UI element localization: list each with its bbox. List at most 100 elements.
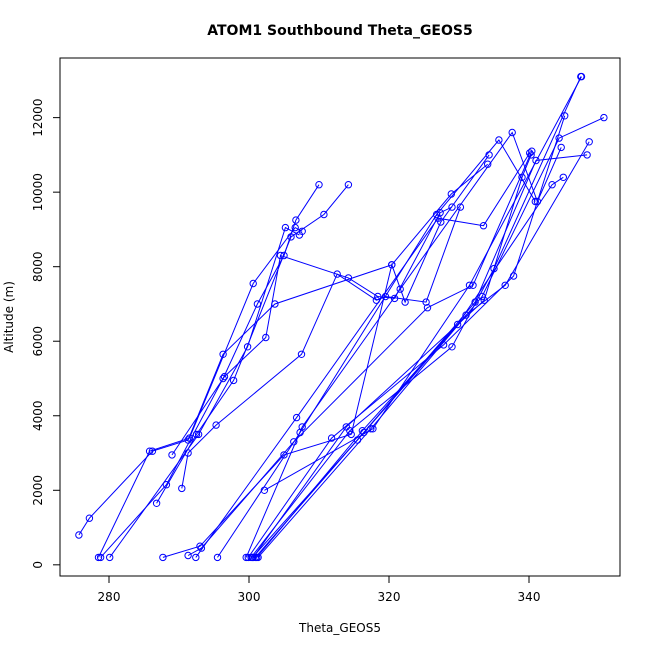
data-point [333, 270, 341, 278]
series-line [264, 76, 582, 491]
data-point [145, 447, 154, 455]
data-point [276, 251, 285, 260]
series-line [171, 206, 453, 456]
y-tick-label: 4000 [31, 400, 45, 431]
data-point [555, 134, 563, 142]
series-line [156, 184, 349, 504]
series-line [187, 150, 533, 556]
data-point [453, 320, 462, 329]
series-10 [192, 149, 534, 562]
data-point [422, 298, 430, 306]
series-line [195, 152, 531, 558]
data-point [85, 514, 94, 522]
series-line [257, 117, 605, 558]
series-1 [75, 160, 492, 539]
series-line [254, 154, 588, 558]
data-point [168, 451, 176, 459]
data-point [448, 343, 456, 351]
data-point [532, 156, 540, 165]
data-point [96, 553, 105, 562]
data-point [508, 128, 516, 137]
series-20 [260, 72, 586, 494]
data-point [281, 223, 290, 232]
data-point [367, 425, 375, 433]
series-line [217, 139, 536, 558]
data-point [388, 261, 396, 269]
plot-frame [59, 57, 621, 577]
data-point [184, 551, 192, 560]
y-tick-label: 2000 [31, 475, 45, 506]
data-point [465, 281, 474, 289]
series-line [98, 226, 303, 558]
data-point [448, 203, 456, 211]
data-point [253, 300, 262, 308]
series-line [78, 163, 489, 536]
series-line [250, 76, 582, 558]
series-5 [152, 181, 353, 507]
series-line [252, 154, 532, 558]
data-point [94, 553, 103, 562]
data-point [423, 304, 432, 312]
data-point [178, 484, 186, 493]
x-axis: 280 300 320 340 [98, 575, 541, 604]
series-16 [251, 151, 591, 562]
data-point [342, 423, 350, 431]
data-point [287, 233, 295, 241]
series-line [109, 226, 300, 558]
data-point [219, 374, 227, 383]
data-point [583, 151, 591, 159]
data-point [577, 72, 586, 81]
data-point [249, 553, 257, 562]
data-point [249, 279, 257, 288]
y-tick-label: 12000 [31, 99, 45, 137]
data-point [327, 434, 336, 442]
data-point [456, 203, 465, 211]
data-point [347, 430, 355, 439]
series-4 [106, 223, 304, 562]
data-point [344, 181, 353, 189]
data-point [585, 138, 593, 146]
data-point [220, 372, 229, 381]
data-point [401, 298, 409, 306]
data-point [212, 421, 220, 429]
data-point [159, 553, 167, 562]
data-point [290, 438, 298, 446]
y-tick-label: 0 [31, 561, 45, 569]
data-point [528, 147, 536, 155]
data-point [526, 149, 534, 157]
series-11 [213, 136, 539, 562]
y-axis-label: Altitude (m) [2, 281, 16, 353]
data-point [229, 376, 238, 385]
data-point [358, 427, 367, 435]
series-8 [159, 151, 493, 562]
data-point [106, 553, 114, 562]
series-line [245, 131, 562, 558]
series-9 [184, 147, 536, 560]
y-tick-label: 10000 [31, 173, 45, 211]
y-tick-label: 6000 [31, 326, 45, 357]
data-point [559, 173, 567, 182]
data-point [369, 425, 377, 433]
data-point [495, 136, 503, 144]
series-17 [254, 113, 608, 562]
data-point [297, 350, 306, 358]
series-19 [249, 151, 535, 562]
data-point [184, 449, 192, 457]
series-line [247, 115, 566, 558]
x-tick-label: 340 [518, 590, 541, 604]
data-point [260, 486, 269, 494]
data-point [197, 544, 206, 552]
data-point [213, 553, 222, 562]
x-tick-label: 280 [98, 590, 121, 604]
data-point [291, 223, 299, 232]
data-point [531, 197, 539, 206]
data-point [75, 531, 83, 539]
data-point [600, 113, 608, 122]
series-3 [96, 181, 323, 562]
data-point [315, 181, 323, 189]
data-point [480, 296, 488, 304]
data-point [557, 143, 565, 152]
series-7 [178, 203, 465, 493]
data-point [280, 451, 288, 459]
